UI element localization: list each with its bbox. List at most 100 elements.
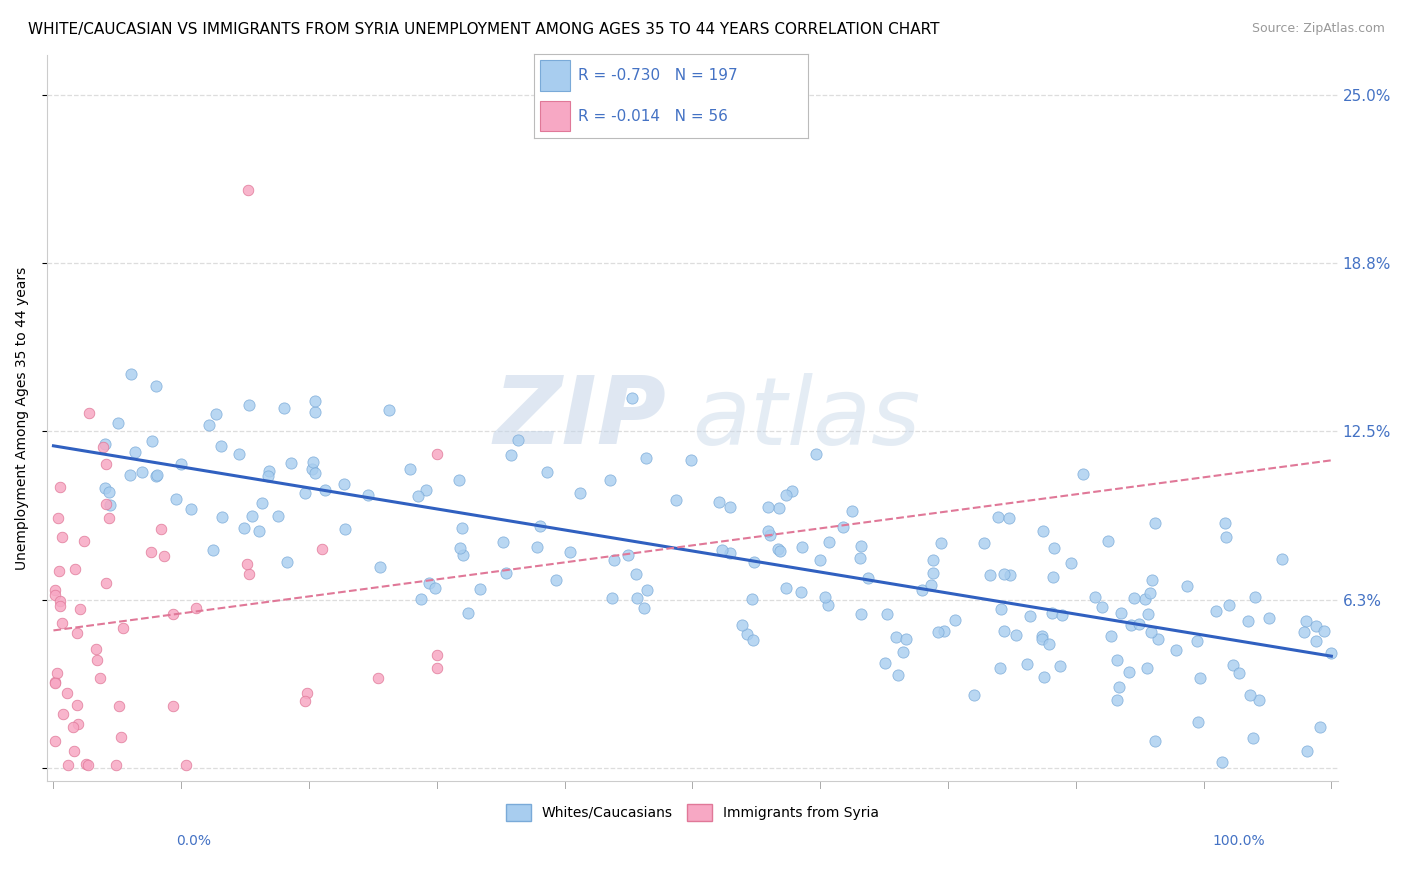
Point [1031,632,1053,647]
Point [922,553,945,567]
Point [276,555,298,569]
Point [180,501,202,516]
Point [52,706,75,721]
Text: 0.0%: 0.0% [176,834,211,848]
Point [46,511,69,525]
Point [1032,524,1054,539]
Point [44,582,66,597]
Text: Source: ZipAtlas.com: Source: ZipAtlas.com [1251,22,1385,36]
Point [1241,731,1264,745]
Point [259,464,281,478]
Point [399,462,422,476]
Text: WHITE/CAUCASIAN VS IMMIGRANTS FROM SYRIA UNEMPLOYMENT AMONG AGES 35 TO 44 YEARS : WHITE/CAUCASIAN VS IMMIGRANTS FROM SYRIA… [28,22,939,37]
Point [426,648,449,663]
Point [998,511,1021,525]
Point [62,744,84,758]
Point [145,468,167,483]
Point [1099,629,1122,643]
Point [294,486,316,500]
Point [426,447,449,461]
Point [44,733,66,747]
Point [1049,659,1071,673]
Point [131,465,153,479]
FancyBboxPatch shape [540,101,569,131]
Point [112,621,135,635]
Point [758,524,780,539]
Point [1296,744,1319,758]
Point [1128,617,1150,632]
Point [1084,590,1107,604]
Point [108,699,131,714]
Point [921,566,943,580]
Point [1042,606,1064,620]
Point [1305,633,1327,648]
Point [1019,609,1042,624]
Point [75,756,97,771]
Point [311,541,333,556]
Point [238,567,260,582]
Point [1187,714,1209,729]
Point [415,483,437,497]
Point [409,592,432,607]
Point [620,392,643,406]
Point [162,698,184,713]
Point [94,576,117,591]
Point [979,567,1001,582]
Point [529,518,551,533]
Point [569,486,592,500]
Point [1137,607,1160,621]
Point [1239,688,1261,702]
Point [457,606,479,620]
Point [1236,614,1258,628]
Point [599,474,621,488]
Point [1187,634,1209,648]
Point [1033,670,1056,684]
Point [636,451,658,466]
Point [718,500,741,514]
Point [104,757,127,772]
Point [558,545,581,559]
Point [679,453,702,467]
Point [145,379,167,393]
Point [107,416,129,430]
Point [238,398,260,412]
Point [297,686,319,700]
Point [1222,657,1244,672]
Point [873,656,896,670]
Point [710,542,733,557]
Point [1122,591,1144,606]
Point [73,533,96,548]
Point [817,598,839,612]
Point [756,500,779,515]
Point [451,521,474,535]
Point [735,627,758,641]
Point [932,624,955,639]
Point [250,496,273,510]
Point [920,577,942,591]
Point [165,491,187,506]
Point [1143,733,1166,747]
Point [48,565,70,579]
Text: 100.0%: 100.0% [1213,834,1265,848]
Point [48,593,70,607]
Point [1271,552,1294,566]
Point [84,642,107,657]
Point [1295,614,1317,628]
Point [314,483,336,498]
Point [96,497,118,511]
Point [426,661,449,675]
Point [782,483,804,498]
Point [468,582,491,596]
Point [1015,657,1038,671]
Point [817,535,839,549]
Point [990,602,1012,616]
Point [499,448,522,462]
Point [66,698,89,712]
Point [617,548,640,562]
Point [929,536,952,550]
Point [162,607,184,622]
Point [718,546,741,560]
Point [1139,586,1161,600]
Point [1105,693,1128,707]
Point [1249,693,1271,707]
